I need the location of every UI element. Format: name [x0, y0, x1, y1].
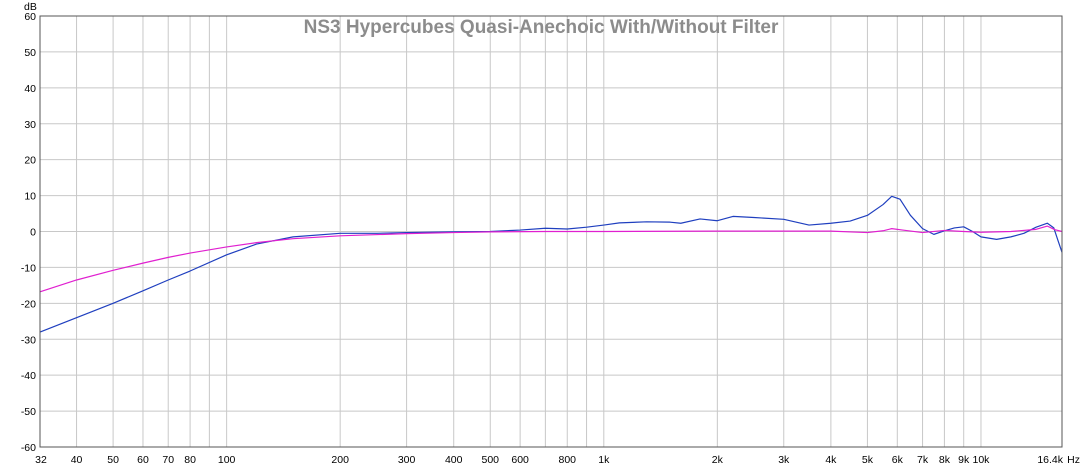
y-tick-label: -30 — [21, 334, 36, 346]
y-tick-label: -40 — [21, 370, 36, 382]
x-tick-label: 300 — [398, 454, 416, 466]
series-line-1 — [39, 195, 1063, 333]
x-tick-label: 60 — [137, 454, 149, 466]
x-tick-label: 5k — [862, 454, 874, 466]
x-tick-label: 2k — [712, 454, 724, 466]
series-line-2 — [39, 225, 1063, 293]
plot-frame — [39, 15, 1063, 448]
y-tick-label: -20 — [21, 298, 36, 310]
x-axis-unit-label: Hz — [1067, 454, 1080, 466]
x-tick-label: 500 — [482, 454, 500, 466]
x-tick-label: 10k — [972, 454, 990, 466]
y-tick-label: 0 — [30, 227, 36, 239]
x-tick-label: 400 — [445, 454, 463, 466]
x-tick-label: 7k — [917, 454, 929, 466]
x-tick-label: 600 — [511, 454, 529, 466]
y-axis-unit-label: dB — [24, 1, 37, 13]
x-tick-label: 40 — [71, 454, 83, 466]
x-tick-label: 32 — [35, 454, 47, 466]
x-tick-label: 1k — [598, 454, 610, 466]
x-tick-label: 16.4k — [1037, 454, 1063, 466]
x-tick-label: 50 — [107, 454, 119, 466]
y-tick-label: -50 — [21, 406, 36, 418]
x-tick-label: 100 — [218, 454, 236, 466]
x-tick-label: 9k — [958, 454, 970, 466]
y-tick-label: -60 — [21, 442, 36, 454]
y-tick-label: 10 — [24, 191, 36, 203]
x-tick-label: 8k — [939, 454, 951, 466]
y-tick-label: -10 — [21, 262, 36, 274]
x-tick-label: 6k — [892, 454, 904, 466]
y-tick-label: 50 — [24, 47, 36, 59]
x-tick-label: 80 — [184, 454, 196, 466]
x-tick-label: 3k — [778, 454, 790, 466]
y-tick-label: 20 — [24, 155, 36, 167]
series-layer — [39, 195, 1063, 333]
chart-title: NS3 Hypercubes Quasi-Anechoic With/Witho… — [304, 17, 779, 38]
x-tick-label: 70 — [162, 454, 174, 466]
x-tick-label: 800 — [558, 454, 576, 466]
y-tick-label: 40 — [24, 83, 36, 95]
y-tick-label: 30 — [24, 119, 36, 131]
x-tick-label: 200 — [331, 454, 349, 466]
x-tick-label: 4k — [825, 454, 837, 466]
y-tick-label: 60 — [24, 11, 36, 23]
